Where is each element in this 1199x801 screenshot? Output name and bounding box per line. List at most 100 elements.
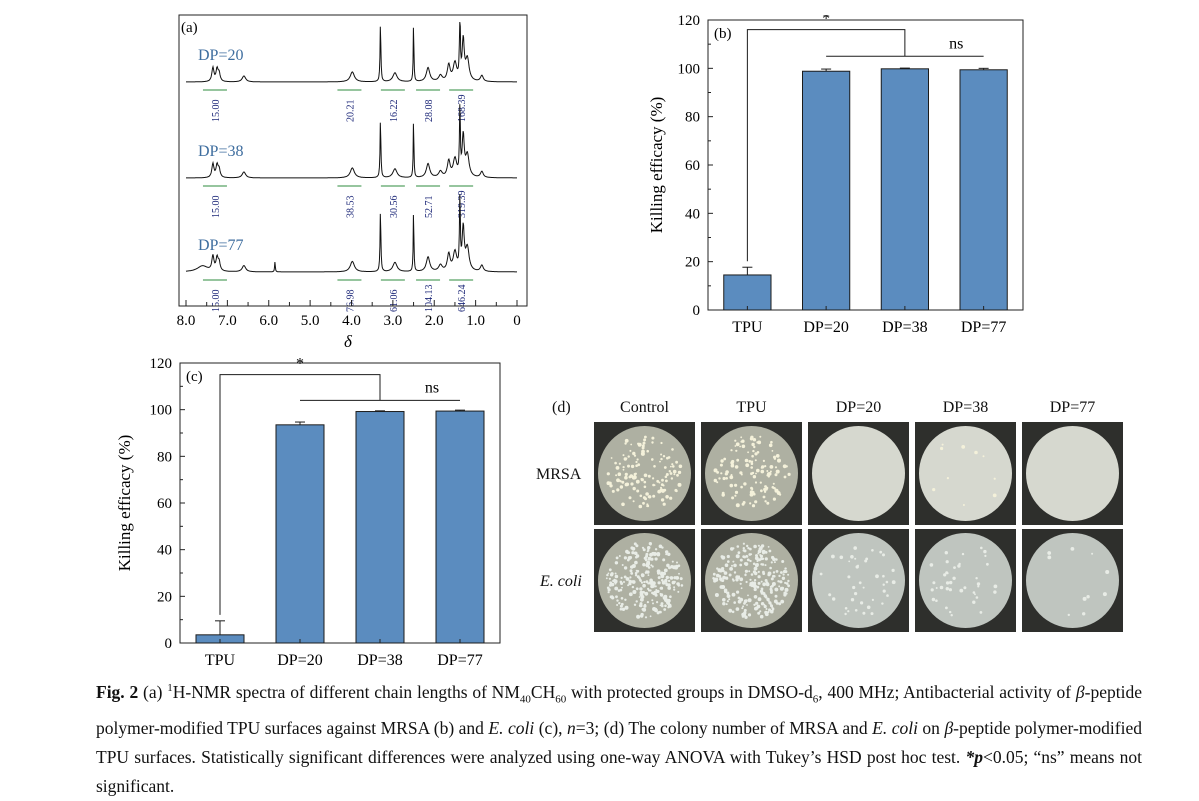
y-tick-label: 0 bbox=[693, 303, 701, 319]
colony bbox=[819, 572, 823, 576]
colony bbox=[623, 581, 625, 583]
colony bbox=[645, 492, 649, 496]
colony bbox=[871, 549, 874, 552]
colony bbox=[750, 584, 754, 588]
colony bbox=[736, 590, 740, 594]
colony bbox=[620, 602, 624, 606]
colony bbox=[645, 552, 649, 556]
colony bbox=[612, 579, 615, 583]
colony bbox=[766, 470, 769, 472]
agar-plate bbox=[598, 533, 691, 628]
colony bbox=[740, 436, 743, 439]
colony bbox=[760, 580, 763, 583]
colony bbox=[739, 582, 742, 585]
colony bbox=[753, 566, 758, 571]
colony bbox=[780, 599, 785, 604]
colony bbox=[615, 595, 618, 599]
colony bbox=[628, 475, 632, 479]
colony bbox=[871, 598, 874, 601]
plate-column-label: TPU bbox=[736, 399, 767, 416]
colony bbox=[677, 564, 681, 567]
colony bbox=[728, 608, 733, 613]
colony bbox=[611, 595, 614, 598]
colony bbox=[623, 575, 627, 579]
colony bbox=[770, 561, 773, 564]
colonies bbox=[819, 546, 896, 616]
colony bbox=[765, 486, 769, 490]
colony bbox=[762, 459, 765, 462]
colony bbox=[634, 560, 638, 565]
colony bbox=[744, 599, 748, 602]
colony bbox=[875, 574, 879, 579]
colony bbox=[763, 490, 767, 493]
colony bbox=[656, 611, 660, 615]
colony bbox=[744, 573, 747, 577]
colony bbox=[631, 585, 635, 589]
colony bbox=[720, 459, 724, 463]
colony bbox=[640, 614, 644, 618]
colony bbox=[944, 551, 948, 555]
colony bbox=[672, 465, 675, 468]
colony bbox=[760, 469, 765, 474]
ns-label: ns bbox=[425, 379, 439, 396]
plate-column-label: DP=20 bbox=[835, 399, 882, 416]
colony bbox=[641, 546, 645, 549]
colony bbox=[656, 479, 660, 483]
colony bbox=[866, 605, 871, 610]
colony bbox=[831, 554, 835, 559]
colony bbox=[931, 597, 936, 602]
plates-panel: (d) Control TPU DP=20 DP=38 DP=77 MRSA E. col… bbox=[530, 395, 1130, 640]
colony bbox=[768, 608, 771, 612]
colony bbox=[642, 548, 646, 552]
petri-dish-photo bbox=[594, 529, 695, 632]
colony bbox=[634, 571, 638, 575]
colony bbox=[630, 572, 634, 575]
colony bbox=[722, 602, 726, 606]
nmr-tick-label: 8.0 bbox=[177, 313, 196, 329]
colony bbox=[769, 566, 772, 570]
x-tick-label: TPU bbox=[732, 319, 763, 336]
nmr-integral-value: 20.21 bbox=[345, 100, 356, 123]
colony bbox=[784, 475, 787, 478]
colony bbox=[735, 442, 740, 447]
colony bbox=[732, 560, 735, 563]
colony bbox=[619, 580, 623, 584]
colony bbox=[734, 439, 737, 442]
colony bbox=[976, 582, 981, 586]
colony bbox=[638, 504, 643, 509]
colony bbox=[748, 570, 751, 573]
colony bbox=[770, 440, 773, 444]
colony bbox=[618, 602, 621, 605]
significance-bracket bbox=[219, 374, 381, 615]
colony bbox=[714, 593, 719, 597]
colony bbox=[627, 584, 630, 587]
colony bbox=[963, 586, 967, 590]
nmr-integral-value: 168.39 bbox=[457, 95, 468, 123]
x-tick-label: TPU bbox=[205, 652, 236, 669]
colony bbox=[654, 585, 657, 588]
colony bbox=[630, 443, 633, 446]
colony bbox=[757, 544, 760, 547]
colony bbox=[767, 546, 770, 548]
colony bbox=[733, 601, 736, 604]
colony bbox=[787, 579, 790, 583]
colony bbox=[950, 614, 953, 617]
colony bbox=[730, 474, 733, 476]
colony bbox=[649, 542, 652, 545]
colony bbox=[662, 502, 666, 506]
colony bbox=[652, 477, 655, 480]
colony bbox=[773, 455, 776, 459]
colony bbox=[852, 585, 856, 590]
bar bbox=[355, 411, 405, 644]
colony bbox=[616, 599, 619, 602]
colony bbox=[727, 560, 730, 563]
significance-star: * bbox=[296, 356, 304, 373]
colony bbox=[753, 587, 757, 592]
colony bbox=[642, 501, 645, 505]
colony bbox=[635, 555, 638, 559]
nmr-tick-label: 3.0 bbox=[384, 313, 403, 329]
colony bbox=[737, 575, 741, 578]
colony bbox=[779, 580, 783, 584]
petri-dish-photo bbox=[915, 529, 1016, 632]
colony bbox=[757, 611, 761, 615]
